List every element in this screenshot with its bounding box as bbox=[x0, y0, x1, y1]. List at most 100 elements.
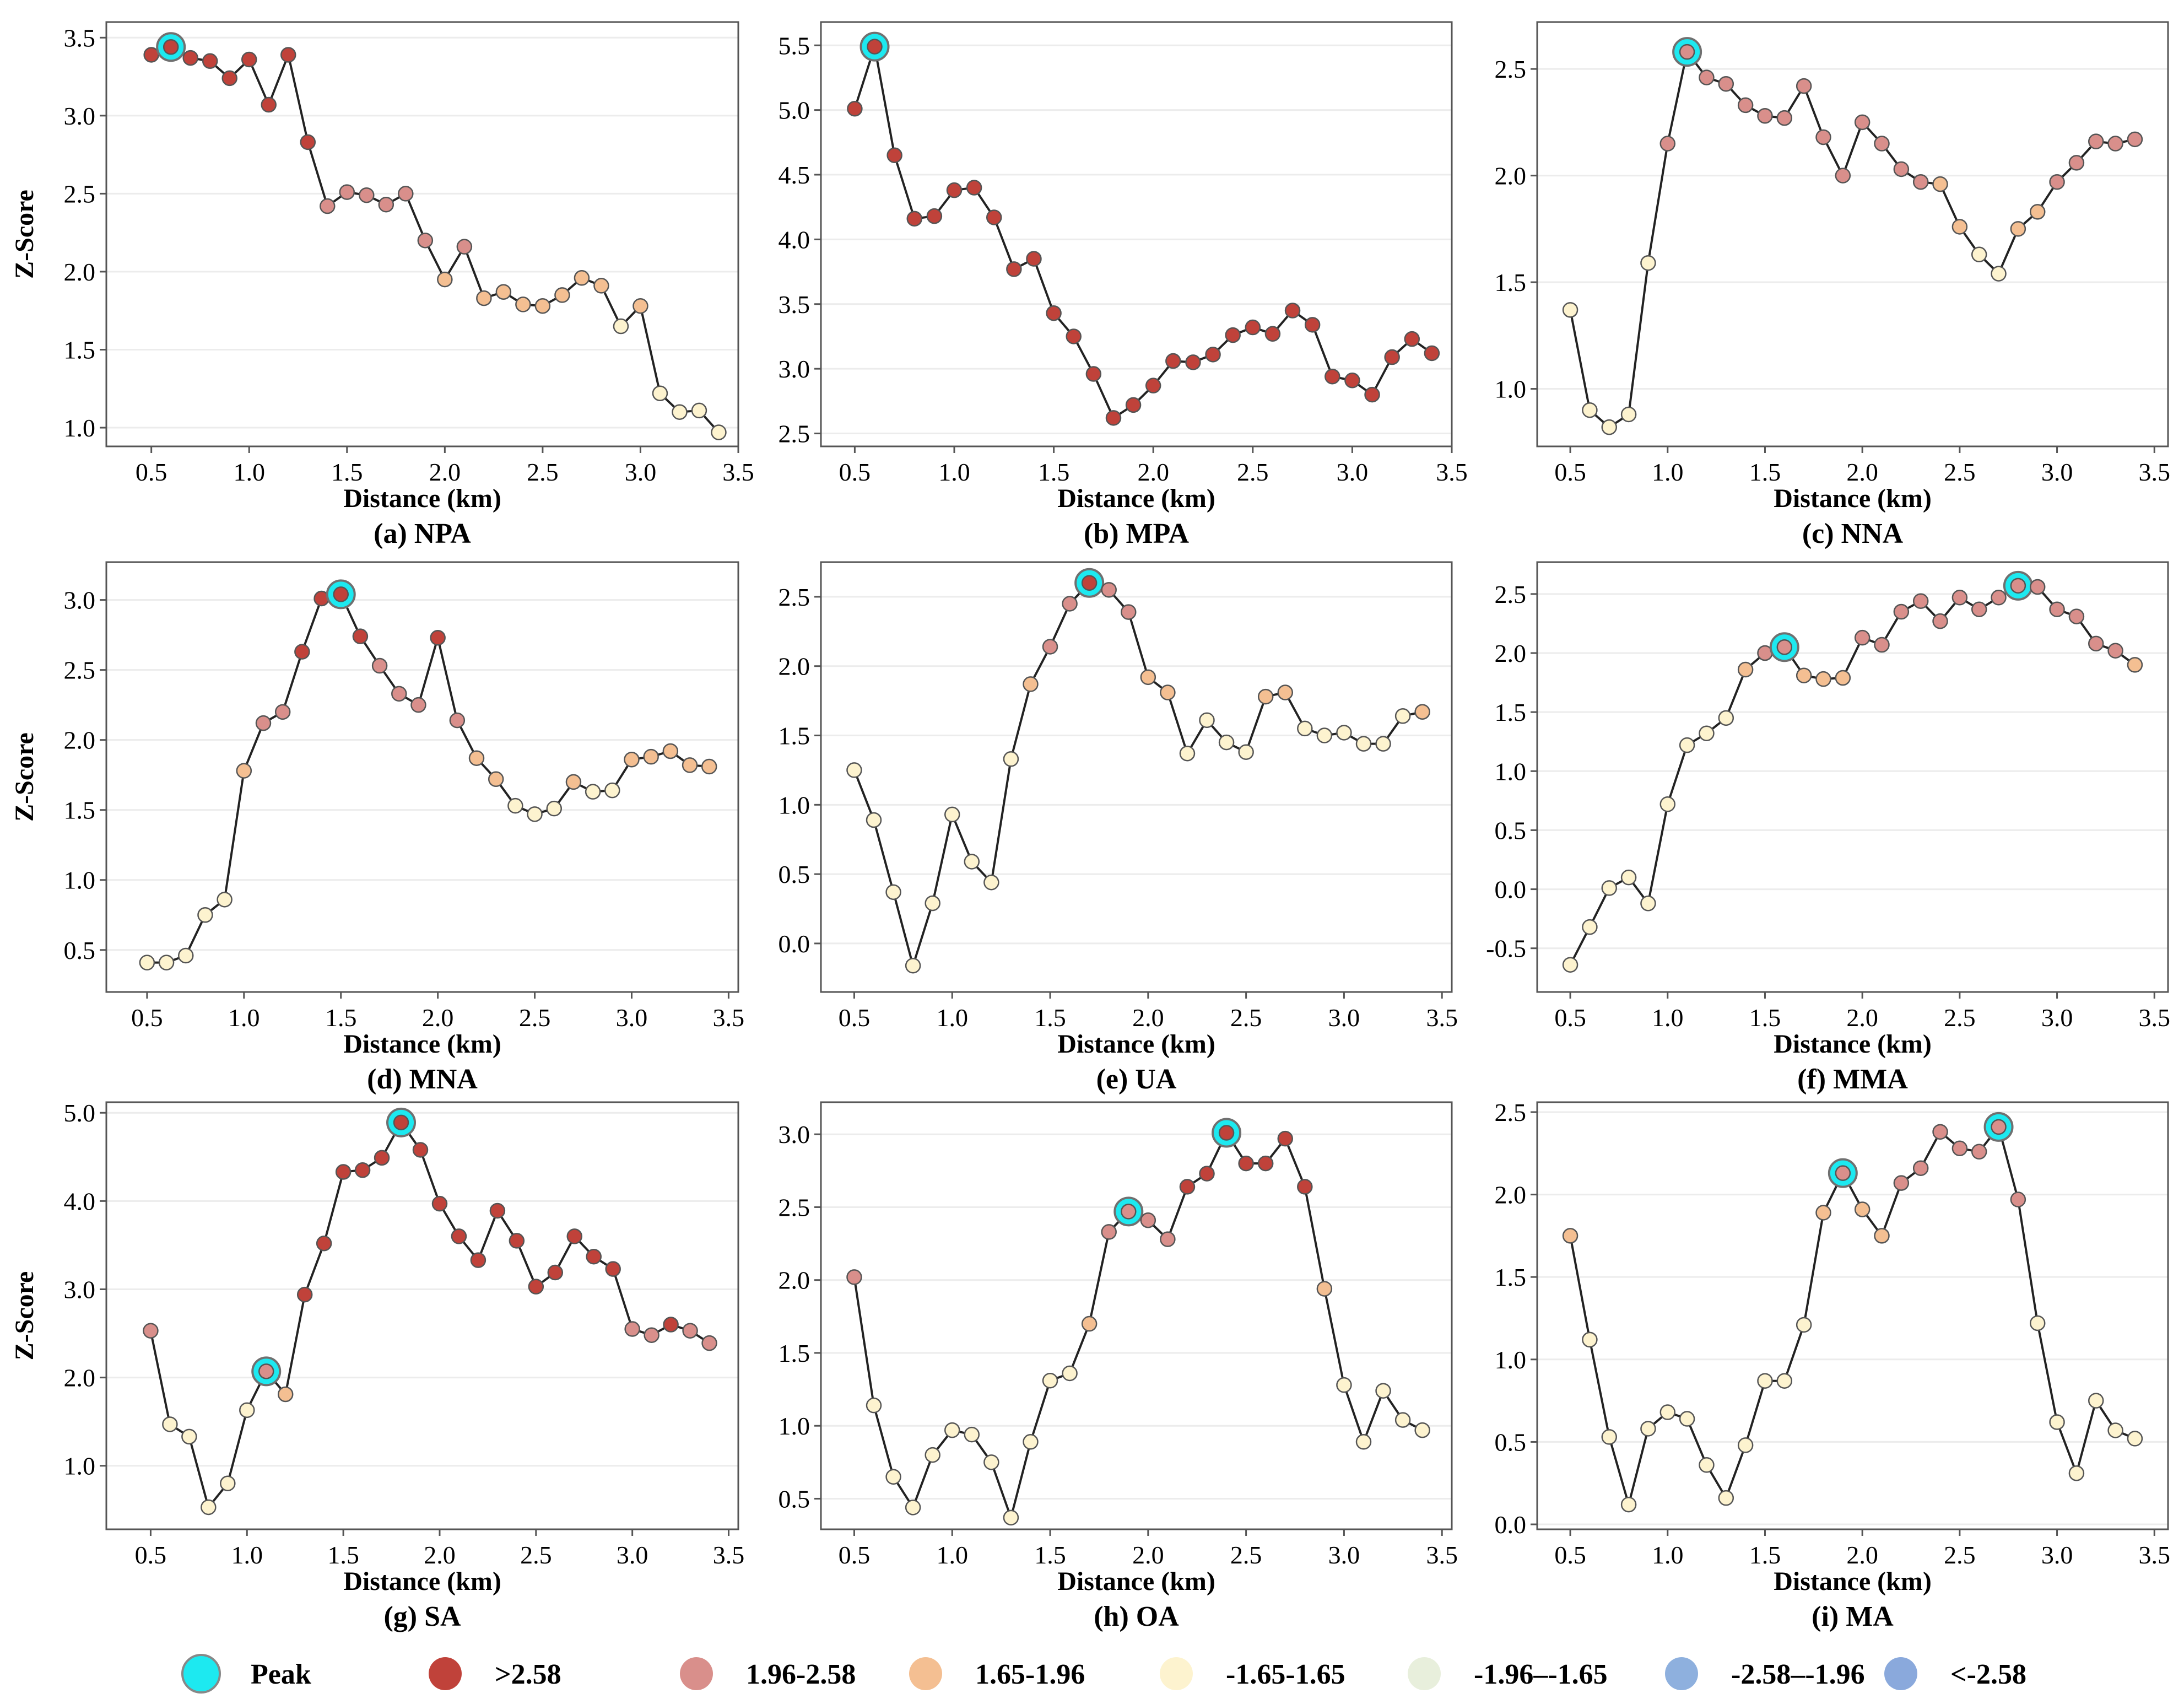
plot-frame bbox=[820, 1101, 1453, 1530]
data-point bbox=[476, 290, 492, 306]
y-tick-label: 1.5 bbox=[1495, 1263, 1527, 1291]
data-point bbox=[1424, 345, 1440, 362]
data-point bbox=[1893, 1175, 1910, 1191]
data-point bbox=[1066, 328, 1082, 344]
data-point bbox=[1277, 1130, 1293, 1147]
data-point bbox=[846, 762, 862, 778]
x-axis-label: Distance (km) bbox=[1774, 1567, 1932, 1596]
data-point bbox=[2068, 608, 2085, 624]
y-tick-label: 4.5 bbox=[779, 161, 810, 189]
data-point bbox=[2127, 1431, 2143, 1447]
data-point bbox=[866, 812, 882, 828]
y-tick-label: 3.5 bbox=[64, 24, 96, 52]
data-point bbox=[711, 424, 727, 440]
data-point bbox=[1835, 670, 1851, 686]
y-tick-label: 2.5 bbox=[1495, 1098, 1527, 1126]
data-point bbox=[1718, 710, 1734, 726]
data-point bbox=[378, 196, 394, 213]
chart-panel-b: 2.5 3.0 3.5 4.0 4.5 5.0 5.5 0.5 1.0 1.5 2.0 2.5 3.0 3… bbox=[779, 21, 1468, 549]
series-line bbox=[1569, 584, 2136, 966]
data-point bbox=[1218, 734, 1235, 751]
data-point bbox=[527, 806, 543, 822]
data-point bbox=[1932, 176, 1948, 192]
x-tick-label: 3.5 bbox=[722, 458, 754, 486]
y-tick-label: 1.5 bbox=[779, 722, 810, 750]
x-tick-label: 1.5 bbox=[331, 458, 363, 486]
data-point bbox=[197, 907, 213, 923]
data-point bbox=[239, 1402, 255, 1419]
y-tick-label: 1.0 bbox=[1495, 757, 1527, 785]
data-point bbox=[1023, 676, 1039, 692]
panel-caption: (g) SA bbox=[383, 1601, 461, 1632]
data-point bbox=[586, 1248, 602, 1265]
data-point bbox=[1375, 1383, 1391, 1399]
data-point bbox=[2010, 221, 2026, 237]
y-tick-label: 3.0 bbox=[779, 355, 810, 383]
y-tick-label: 2.5 bbox=[1495, 580, 1527, 608]
data-point bbox=[2068, 155, 2085, 171]
y-tick-label: 2.5 bbox=[779, 583, 810, 611]
y-tick-label: 2.5 bbox=[1495, 55, 1527, 83]
x-tick-label: 1.5 bbox=[1749, 1541, 1781, 1569]
data-point bbox=[354, 1162, 371, 1178]
data-point bbox=[2068, 1465, 2085, 1481]
data-point bbox=[1062, 1365, 1078, 1382]
data-point bbox=[1796, 667, 1812, 683]
data-point bbox=[1023, 1434, 1039, 1450]
data-point bbox=[906, 211, 923, 227]
data-point bbox=[371, 657, 388, 674]
x-tick-label: 3.0 bbox=[2041, 1004, 2073, 1032]
plot-frame bbox=[105, 1101, 739, 1530]
data-point bbox=[220, 1475, 236, 1491]
x-tick-label: 2.0 bbox=[1132, 1004, 1164, 1032]
data-point bbox=[1640, 255, 1656, 271]
data-point bbox=[1414, 1422, 1430, 1438]
data-point bbox=[1414, 704, 1430, 720]
data-point bbox=[1336, 1377, 1352, 1393]
data-point bbox=[983, 874, 999, 891]
legend-label-c5: -1.96–-1.65 bbox=[1474, 1659, 1608, 1690]
y-tick-label: 0.5 bbox=[1495, 1428, 1527, 1456]
data-point bbox=[410, 697, 426, 713]
data-point bbox=[1042, 1372, 1058, 1389]
data-point bbox=[430, 629, 446, 646]
y-tick-label: 2.0 bbox=[64, 258, 96, 286]
legend-swatch-c6 bbox=[1665, 1657, 1698, 1690]
x-tick-label: 2.5 bbox=[520, 1541, 552, 1569]
data-point bbox=[398, 186, 414, 202]
data-point bbox=[241, 51, 257, 68]
legend-swatch-c3 bbox=[909, 1657, 942, 1690]
data-point bbox=[2127, 657, 2143, 673]
y-tick-label: 1.0 bbox=[64, 414, 96, 442]
legend-label-c3: 1.65-1.96 bbox=[975, 1659, 1085, 1690]
data-point bbox=[701, 758, 717, 775]
data-point bbox=[1776, 110, 1793, 126]
data-point bbox=[489, 1202, 506, 1219]
data-point bbox=[1081, 575, 1098, 591]
data-point bbox=[624, 1321, 640, 1337]
legend-swatch-c2 bbox=[680, 1657, 713, 1690]
y-tick-label: -0.5 bbox=[1486, 935, 1526, 963]
y-tick-label: 1.5 bbox=[779, 1339, 810, 1367]
data-point bbox=[2049, 1414, 2065, 1430]
x-tick-label: 3.5 bbox=[1426, 1004, 1458, 1032]
data-point bbox=[1582, 919, 1598, 935]
data-point bbox=[885, 1469, 901, 1485]
data-point bbox=[1145, 378, 1161, 393]
data-point bbox=[547, 1264, 564, 1281]
y-tick-label: 5.0 bbox=[64, 1099, 96, 1127]
data-point bbox=[1316, 727, 1333, 743]
y-tick-label: 2.0 bbox=[1495, 1181, 1527, 1209]
data-point bbox=[1874, 637, 1890, 653]
data-point bbox=[449, 712, 466, 729]
y-tick-label: 0.5 bbox=[1495, 816, 1527, 844]
x-tick-label: 2.0 bbox=[1846, 1004, 1878, 1032]
data-point bbox=[1835, 168, 1851, 184]
legend-swatch-peak bbox=[181, 1654, 221, 1694]
x-axis-label: Distance (km) bbox=[1057, 1029, 1215, 1059]
x-axis-label: Distance (km) bbox=[343, 1029, 501, 1059]
y-tick-label: 1.0 bbox=[1495, 375, 1527, 403]
data-point bbox=[163, 39, 179, 55]
data-point bbox=[1757, 1373, 1773, 1389]
plot-frame bbox=[1536, 561, 2169, 993]
